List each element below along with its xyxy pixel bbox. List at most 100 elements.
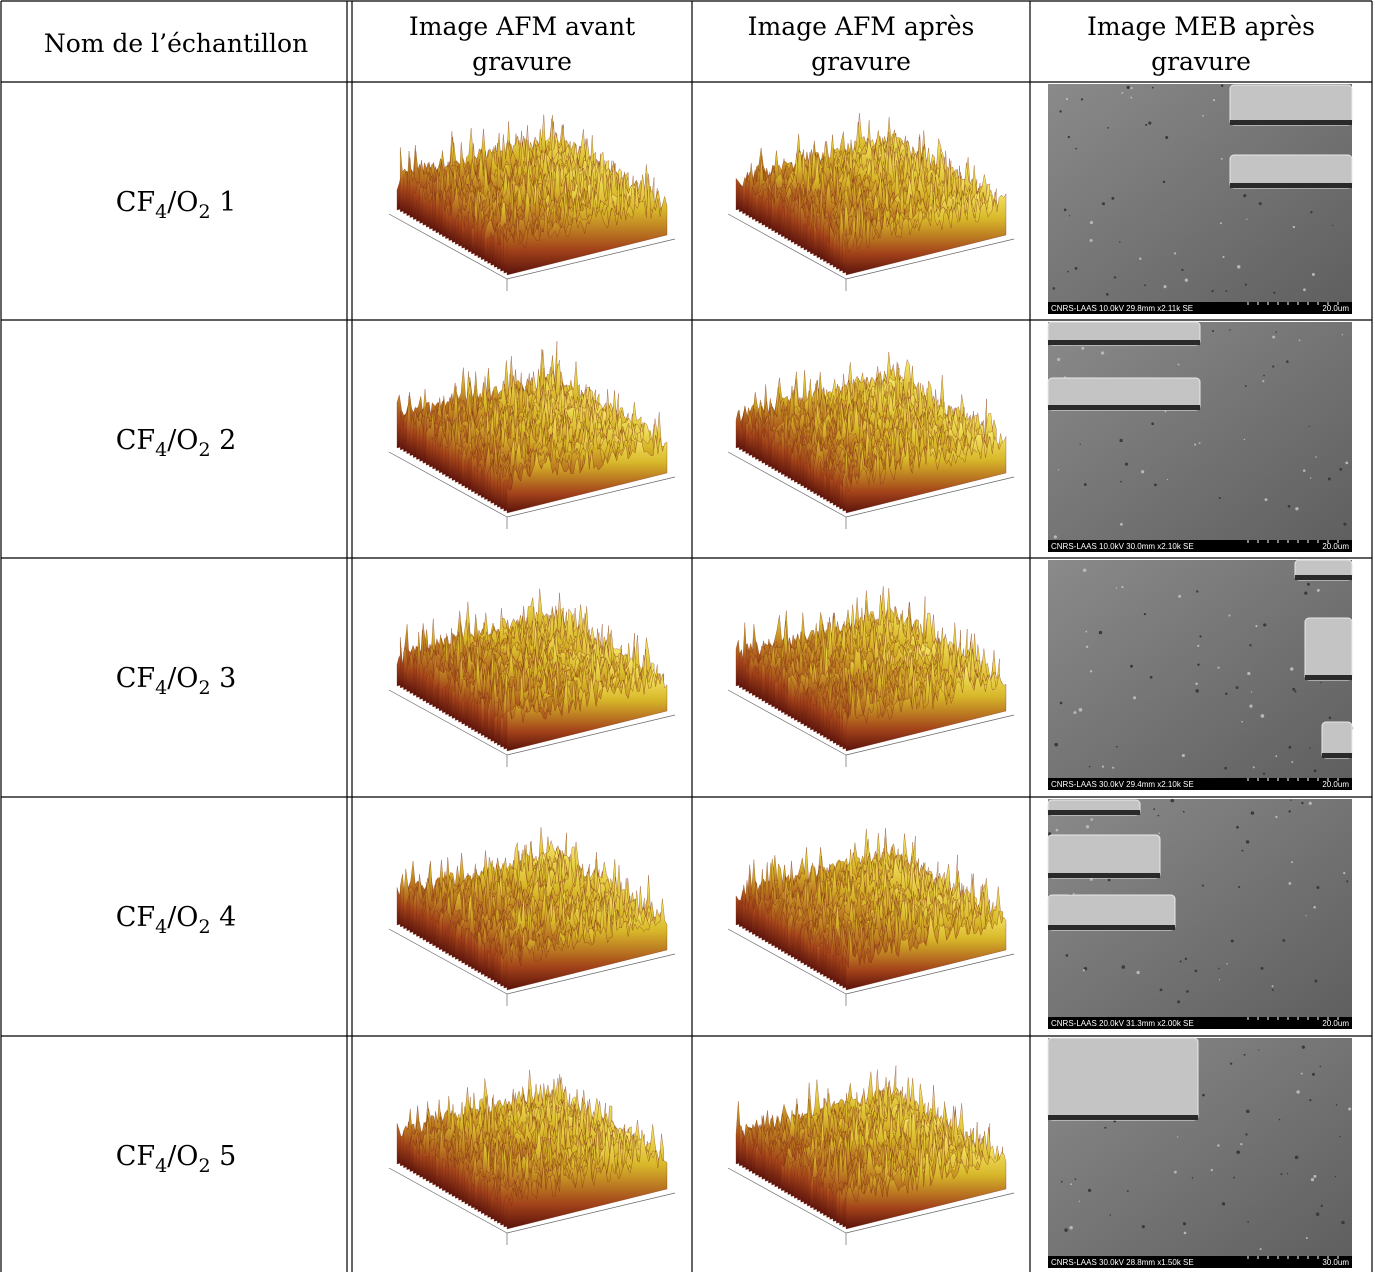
meb-speck [1243, 194, 1247, 198]
meb-speck [1300, 1072, 1303, 1075]
meb-speck [1241, 849, 1244, 852]
sample-text: 3 [211, 663, 237, 694]
meb-speck [1199, 635, 1202, 638]
meb-speck [1083, 483, 1087, 486]
meb-speck [1229, 329, 1231, 331]
meb-speck [1133, 696, 1137, 700]
meb-speck [1075, 147, 1078, 150]
meb-speck [1106, 293, 1109, 296]
meb-speck [1292, 225, 1296, 229]
meb-speck [1262, 772, 1266, 775]
meb-speck [1260, 714, 1265, 718]
meb-speck [1053, 535, 1057, 539]
meb-image: CNRS-LAAS 20.0kV 31.3mm x2.00k SE 20.0um [1047, 798, 1352, 1029]
axis [506, 1192, 676, 1234]
meb-speck [1258, 202, 1262, 206]
meb-speck [1315, 456, 1317, 458]
meb-speck [1315, 1212, 1320, 1216]
afm-axes [388, 928, 676, 1006]
meb-speck [1151, 422, 1154, 426]
meb-pattern [1229, 84, 1353, 126]
meb-speck [1184, 957, 1188, 961]
meb-speck [1339, 1135, 1341, 1138]
meb-speck [1305, 915, 1307, 917]
meb-speck [1294, 1155, 1299, 1160]
meb-speck [1220, 157, 1223, 160]
axis [727, 451, 847, 518]
axis [845, 238, 1015, 280]
meb-shadow [1295, 575, 1352, 580]
sample-text: 5 [211, 1141, 237, 1172]
meb-speck [1196, 590, 1199, 593]
axis [845, 953, 1015, 995]
meb-image: CNRS-LAAS 10.0kV 30.0mm x2.10k SE 20.0um [1047, 321, 1352, 552]
meb-speck [1309, 477, 1312, 479]
meb-speck [1226, 963, 1228, 965]
afm-image [727, 828, 1015, 1006]
meb-speck [1258, 1049, 1260, 1051]
subscript: 2 [198, 201, 210, 223]
meb-speck [1229, 1062, 1233, 1065]
meb-speck [1119, 522, 1123, 526]
meb-speck [1111, 196, 1115, 200]
meb-speck [1082, 969, 1086, 972]
axis [845, 476, 1015, 518]
meb-speck [1303, 288, 1306, 292]
meb-speck [1068, 215, 1071, 217]
meb-speck [1126, 85, 1130, 89]
meb-speck [1278, 1118, 1281, 1121]
afm-image [388, 114, 676, 291]
meb-speck [1335, 1104, 1338, 1106]
sample-text: CF [116, 187, 155, 218]
meb-shadow [1048, 810, 1140, 815]
meb-speck [1130, 86, 1133, 90]
meb-speck [1290, 799, 1292, 801]
meb-speck [1244, 385, 1247, 387]
meb-speck [1069, 1226, 1073, 1230]
meb-speck [1079, 443, 1081, 445]
meb-speck [1304, 591, 1308, 595]
afm-axes [727, 689, 1015, 767]
meb-speck [1165, 136, 1169, 140]
meb-speck [1225, 692, 1228, 695]
meb-speck [1162, 180, 1166, 184]
meb-speck [1251, 691, 1253, 693]
subscript: 4 [155, 916, 167, 938]
meb-pattern [1047, 894, 1176, 931]
meb-speck [1286, 1172, 1289, 1175]
meb-speck [1177, 363, 1180, 366]
meb-background [1048, 560, 1352, 790]
meb-speck [1115, 587, 1118, 589]
header-text: gravure [811, 47, 911, 76]
meb-caption: CNRS-LAAS 10.0kV 29.8mm x2.11k SE [1051, 304, 1193, 313]
header-text: Image MEB après [1087, 12, 1315, 41]
sample-name: CF4/O2 2 [116, 425, 237, 461]
meb-speck [1271, 985, 1274, 988]
meb-speck [1130, 664, 1134, 668]
sample-name: CF4/O2 4 [116, 902, 237, 938]
sample-text: 1 [211, 187, 237, 218]
meb-scale: 20.0um [1322, 304, 1349, 313]
meb-speck [1143, 613, 1147, 616]
meb-speck [1320, 1204, 1323, 1208]
meb-speck [1308, 425, 1310, 428]
meb-speck [1074, 1178, 1077, 1181]
afm-ridge [506, 898, 668, 991]
meb-speck [1065, 954, 1069, 957]
axis [388, 1167, 508, 1234]
meb-speck [1159, 988, 1163, 992]
meb-speck [1120, 480, 1122, 483]
meb-pattern [1047, 834, 1161, 879]
meb-speck [1184, 278, 1189, 282]
meb-info-bar [1048, 1256, 1352, 1268]
afm-axes [388, 1167, 676, 1245]
header-text: Image AFM avant [409, 12, 635, 41]
meb-speck [1164, 410, 1167, 413]
meb-speck [1244, 283, 1247, 286]
axis [727, 689, 847, 756]
meb-speck [1121, 585, 1124, 589]
sample-text: CF [116, 663, 155, 694]
meb-speck [1141, 1225, 1145, 1229]
meb-speck [1104, 1126, 1107, 1129]
header-text: Nom de l’échantillon [44, 29, 308, 58]
